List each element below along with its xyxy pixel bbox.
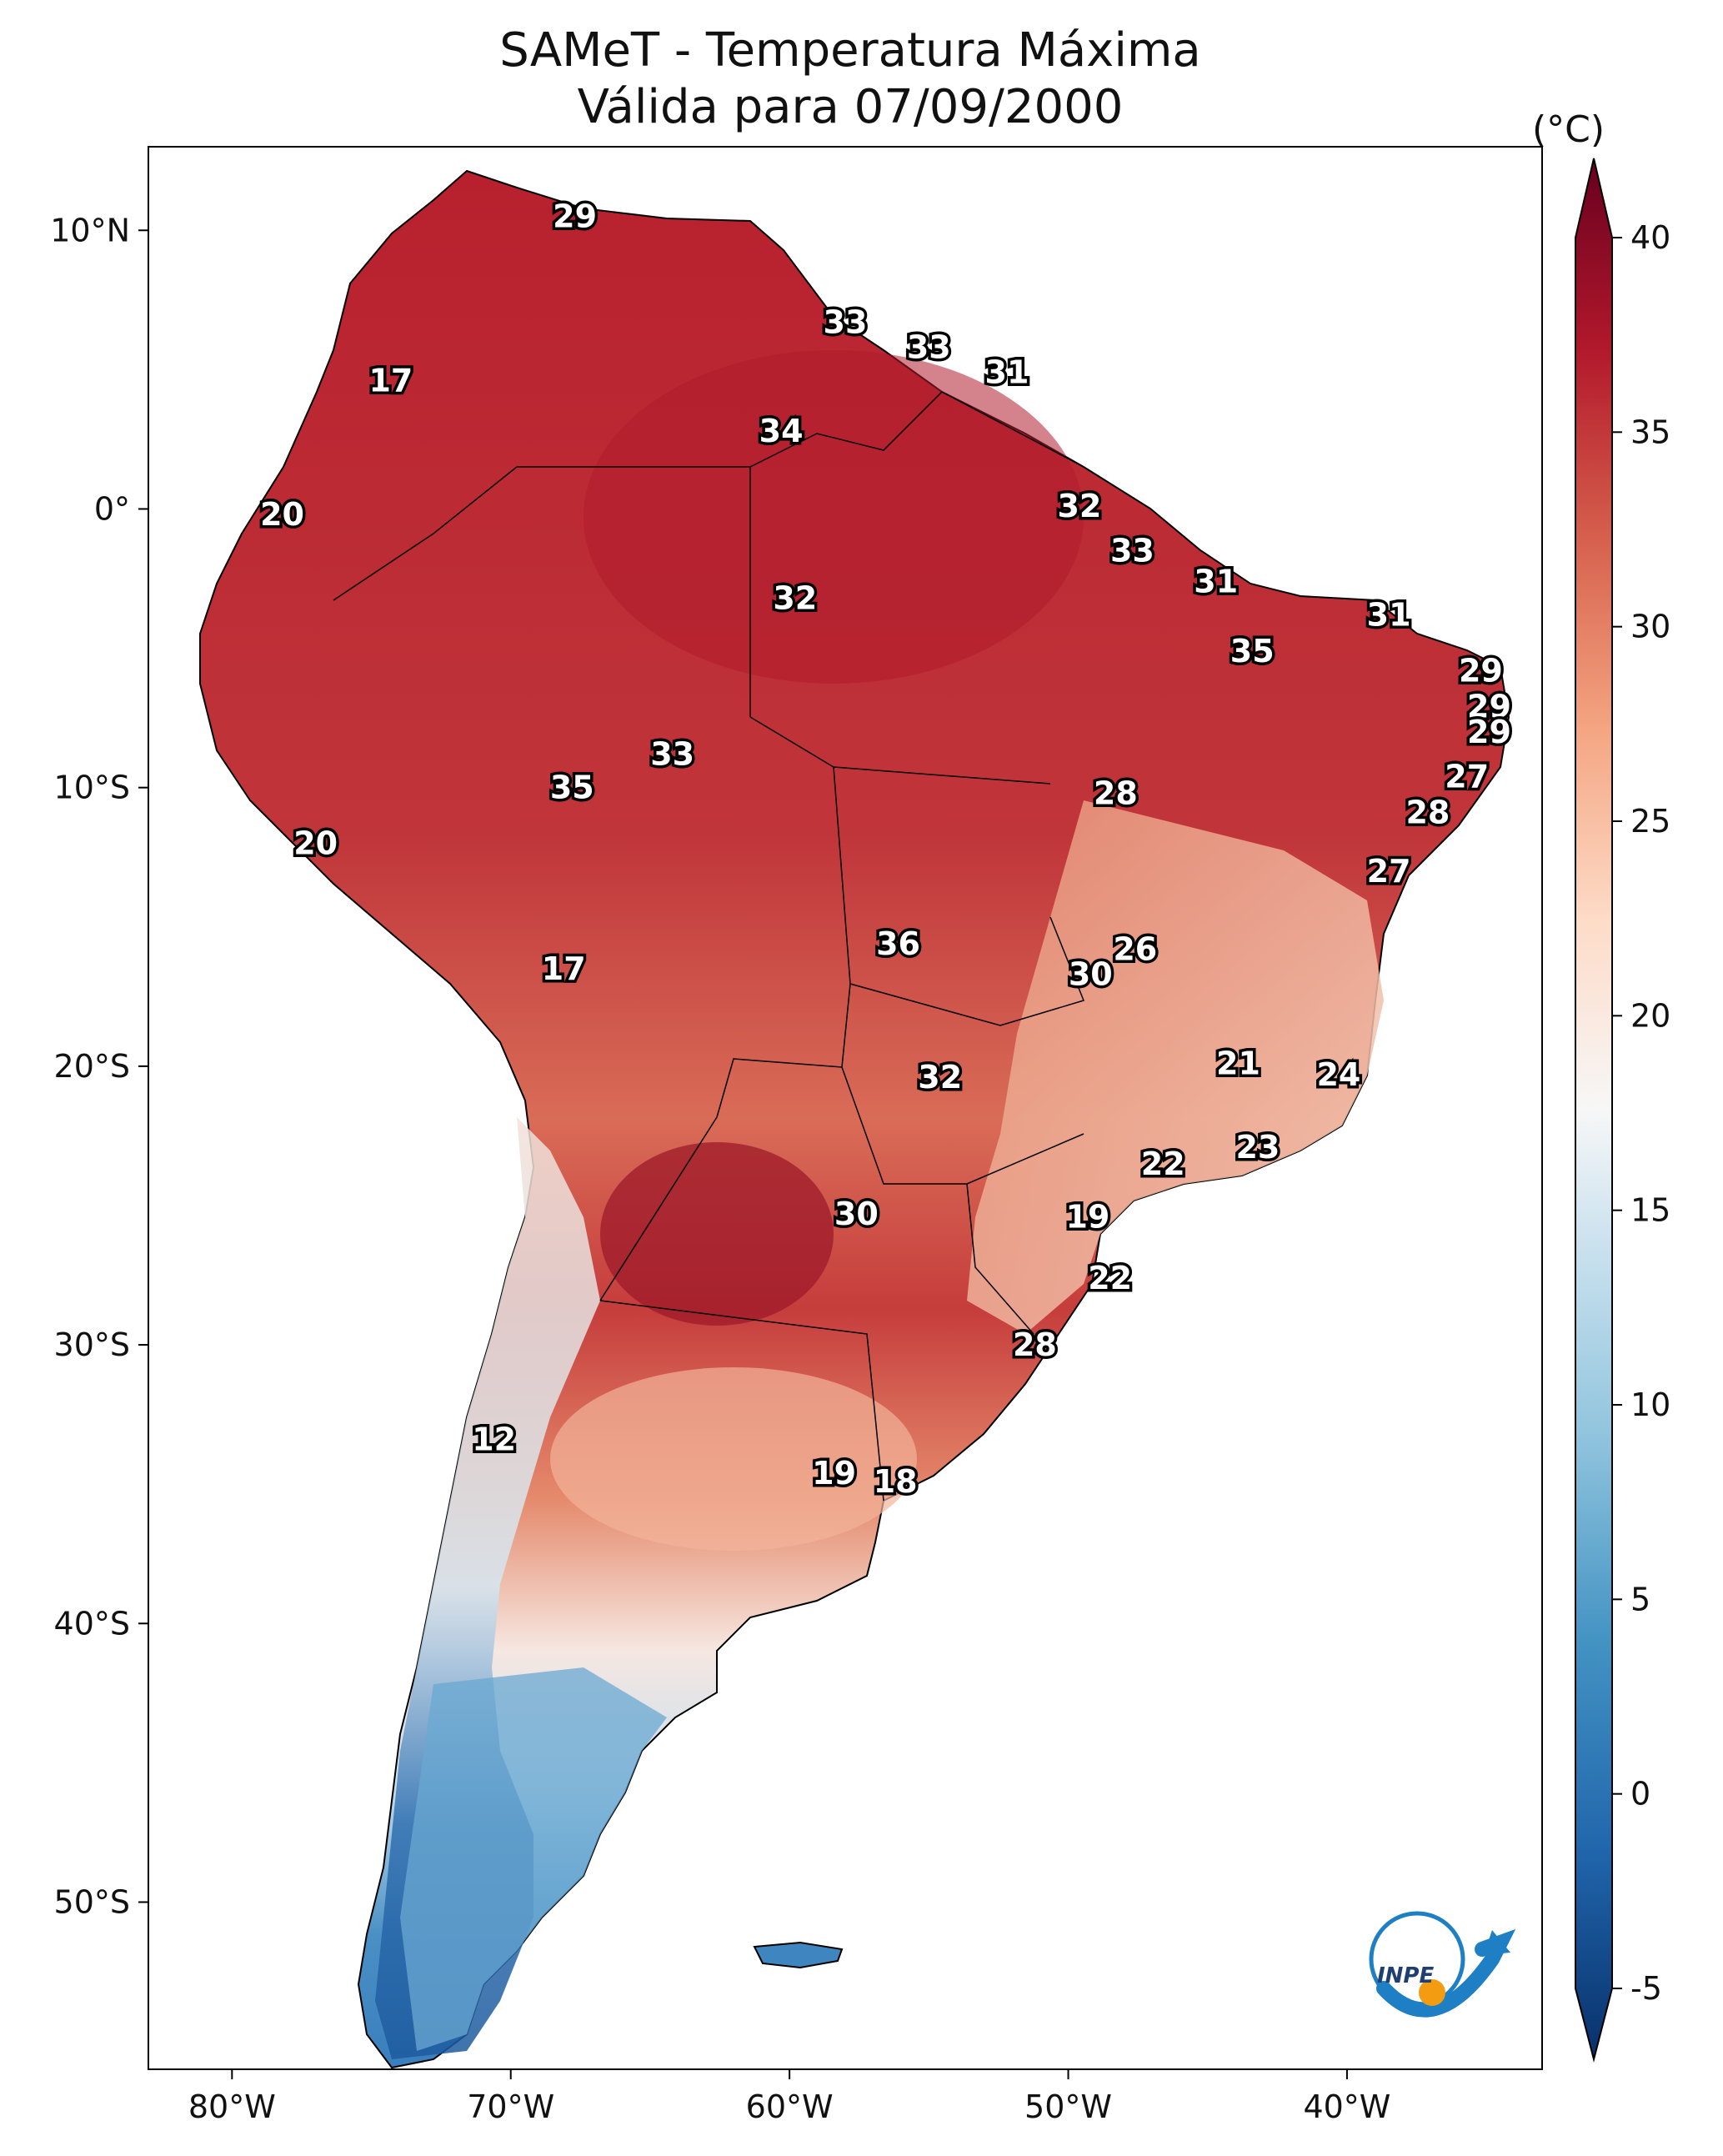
temperature-value-label: 12 bbox=[472, 1421, 516, 1458]
colorbar-tick-label: 25 bbox=[1630, 803, 1670, 840]
lat-tick-label: 10°N bbox=[50, 212, 130, 248]
colorbar-tick-label: 10 bbox=[1630, 1386, 1670, 1423]
colorbar: -5 0 5 10 15 20 25 30 35 40 bbox=[1575, 158, 1670, 2063]
temperature-value-label: 33 bbox=[907, 329, 951, 366]
temperature-value-label: 34 bbox=[759, 413, 804, 449]
temperature-value-label: 17 bbox=[368, 363, 413, 399]
temperature-value-label: 28 bbox=[1013, 1326, 1057, 1363]
colorbar-tick-label: 35 bbox=[1630, 414, 1670, 450]
temperature-value-label: 35 bbox=[1230, 633, 1275, 669]
temperature-value-label: 19 bbox=[1065, 1198, 1109, 1235]
land-layer bbox=[199, 169, 1510, 2069]
temperature-value-label: 35 bbox=[550, 770, 594, 806]
temperature-value-label: 33 bbox=[650, 736, 694, 773]
lat-tick-label: 40°S bbox=[54, 1605, 130, 1642]
chaco-hot-region bbox=[600, 1142, 834, 1326]
south-america-land bbox=[199, 169, 1510, 2069]
colorbar-tick-label: 5 bbox=[1630, 1581, 1650, 1617]
colorbar-tick-label: 30 bbox=[1630, 609, 1670, 645]
latitude-ticks: 10°N 0° 10°S 20°S 30°S 40°S 50°S bbox=[50, 212, 148, 1920]
temperature-value-label: 27 bbox=[1445, 758, 1489, 795]
colorbar-unit: (°C) bbox=[1532, 108, 1605, 151]
map-frame bbox=[148, 146, 1543, 2070]
temperature-value-label: 29 bbox=[1459, 652, 1503, 689]
southeast-brazil-mild-region bbox=[967, 800, 1384, 1334]
temperature-value-label: 36 bbox=[876, 925, 920, 962]
temperature-value-label: 19 bbox=[812, 1455, 856, 1492]
logo-swoosh-icon bbox=[1376, 1928, 1516, 2018]
lat-tick-label: 20°S bbox=[54, 1048, 130, 1085]
inpe-logo: INPE bbox=[1369, 1911, 1516, 2018]
temperature-value-label: 27 bbox=[1367, 853, 1411, 890]
temperature-value-label: 22 bbox=[1141, 1146, 1185, 1182]
lat-tick-label: 10°S bbox=[54, 770, 130, 806]
temperature-value-label: 21 bbox=[1216, 1045, 1260, 1082]
colorbar-tick-label: 0 bbox=[1630, 1776, 1650, 1813]
logo-text: INPE bbox=[1377, 1963, 1434, 1988]
colorbar-tick-label: 15 bbox=[1630, 1192, 1670, 1229]
temperature-value-label: 33 bbox=[1110, 533, 1155, 569]
lon-tick-label: 40°W bbox=[1303, 2088, 1390, 2125]
temperature-value-label: 30 bbox=[834, 1196, 879, 1232]
temperature-value-label: 29 bbox=[553, 198, 597, 235]
logo-arrow-icon bbox=[1484, 1930, 1510, 1955]
temperature-value-label: 32 bbox=[1057, 488, 1101, 524]
temperature-value-label: 24 bbox=[1316, 1056, 1360, 1093]
temperature-value-label: 20 bbox=[260, 496, 304, 533]
temperature-value-label: 29 bbox=[1467, 689, 1511, 725]
temperature-value-label: 28 bbox=[1094, 775, 1138, 811]
temperature-value-label: 31 bbox=[1367, 596, 1411, 633]
lat-tick-label: 30°S bbox=[54, 1326, 130, 1363]
temperature-value-label: 20 bbox=[293, 825, 338, 862]
longitude-ticks: 80°W 70°W 60°W 50°W 40°W bbox=[188, 2069, 1390, 2125]
temperature-value-label: 18 bbox=[874, 1463, 918, 1500]
lat-tick-label: 50°S bbox=[54, 1883, 130, 1920]
lon-tick-label: 70°W bbox=[467, 2088, 554, 2125]
temperature-value-label: 26 bbox=[1113, 931, 1157, 968]
temperature-value-label: 31 bbox=[1194, 563, 1238, 599]
falkland-islands bbox=[753, 1941, 844, 1969]
patagonia-cold-region bbox=[400, 1667, 667, 2051]
colorbar-tick-label: 40 bbox=[1630, 219, 1670, 256]
colorbar-body bbox=[1575, 158, 1613, 2063]
temperature-value-label: 32 bbox=[773, 579, 817, 616]
colorbar-tick-label: -5 bbox=[1630, 1970, 1662, 2007]
temperature-value-label: 17 bbox=[542, 950, 586, 987]
lon-tick-label: 80°W bbox=[188, 2088, 276, 2125]
colorbar-tick-label: 20 bbox=[1630, 997, 1670, 1034]
colorbar-ticks: -5 0 5 10 15 20 25 30 35 40 bbox=[1612, 219, 1670, 2007]
temperature-value-label: 31 bbox=[985, 354, 1029, 391]
logo-sun-icon bbox=[1419, 1979, 1445, 2006]
temperature-value-label: 30 bbox=[1069, 956, 1113, 993]
map-title: SAMeT - Temperatura Máxima bbox=[499, 23, 1201, 78]
lon-tick-label: 50°W bbox=[1024, 2088, 1112, 2125]
lat-tick-label: 0° bbox=[94, 490, 130, 527]
country-borders bbox=[333, 391, 1085, 1502]
temperature-value-label: 28 bbox=[1405, 795, 1450, 831]
temperature-value-label: 32 bbox=[918, 1059, 962, 1096]
pampas-mild-region bbox=[550, 1367, 917, 1551]
temperature-value-label: 33 bbox=[824, 304, 868, 341]
map-subtitle: Válida para 07/09/2000 bbox=[577, 80, 1124, 134]
amazon-hot-region bbox=[584, 350, 1084, 684]
temperature-value-label: 22 bbox=[1088, 1260, 1132, 1296]
temperature-value-label: 29 bbox=[1467, 714, 1511, 750]
temperature-value-label: 23 bbox=[1235, 1129, 1280, 1166]
lon-tick-label: 60°W bbox=[746, 2088, 834, 2125]
